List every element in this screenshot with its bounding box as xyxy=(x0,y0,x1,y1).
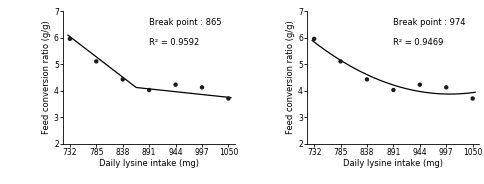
Point xyxy=(337,60,345,63)
Y-axis label: Feed conversion ratio (g/g): Feed conversion ratio (g/g) xyxy=(287,20,295,134)
Point xyxy=(119,78,127,81)
Point xyxy=(442,86,450,89)
Point xyxy=(225,97,232,100)
Text: Break point : 974: Break point : 974 xyxy=(393,18,466,27)
Point xyxy=(145,89,153,91)
Point xyxy=(469,97,477,100)
Text: R² = 0.9592: R² = 0.9592 xyxy=(149,38,199,47)
Point xyxy=(363,78,371,81)
Point xyxy=(92,60,100,63)
Point xyxy=(172,83,180,86)
Point xyxy=(310,37,318,40)
Point xyxy=(390,89,397,91)
X-axis label: Daily lysine intake (mg): Daily lysine intake (mg) xyxy=(343,160,443,169)
Text: R² = 0.9469: R² = 0.9469 xyxy=(393,38,443,47)
X-axis label: Daily lysine intake (mg): Daily lysine intake (mg) xyxy=(99,160,199,169)
Text: Break point : 865: Break point : 865 xyxy=(149,18,222,27)
Point xyxy=(416,83,424,86)
Point xyxy=(198,86,206,89)
Y-axis label: Feed conversion ratio (g/g): Feed conversion ratio (g/g) xyxy=(42,20,51,134)
Point xyxy=(66,37,74,40)
